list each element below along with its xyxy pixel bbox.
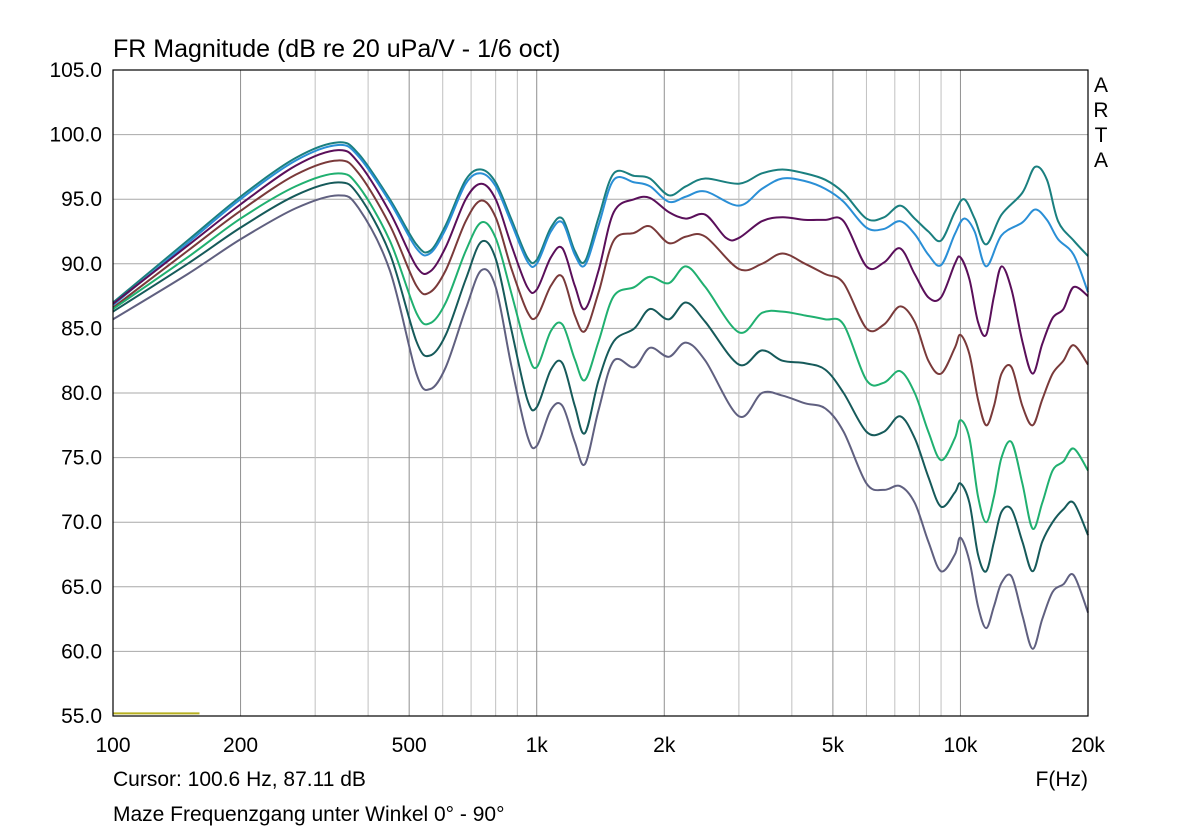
- x-tick-labels: 100 200 500 1k 2k 5k 10k 20k: [95, 734, 1105, 757]
- y-tick-label: 105.0: [49, 59, 102, 82]
- x-tick-label: 500: [392, 734, 427, 757]
- y-tick-label: 100.0: [49, 124, 102, 147]
- series-line-6: [112, 181, 1089, 573]
- plot-frame: [112, 69, 1089, 717]
- y-tick-label: 75.0: [61, 447, 102, 470]
- y-tick-label: 55.0: [61, 705, 102, 728]
- y-tick-label: 95.0: [61, 188, 102, 211]
- caption: Maze Frequenzgang unter Winkel 0° - 90°: [113, 803, 505, 826]
- cursor-readout: Cursor: 100.6 Hz, 87.11 dB: [113, 768, 366, 791]
- y-tick-labels: 55.0 60.0 65.0 70.0 75.0 80.0 85.0 90.0 95.0 100.…: [49, 59, 102, 728]
- series-line-2: [112, 143, 1089, 306]
- series-line-1: [112, 141, 1089, 304]
- x-tick-label: 100: [95, 734, 130, 757]
- x-tick-label: 200: [223, 734, 258, 757]
- series-line-4: [112, 159, 1089, 427]
- x-tick-label: 1k: [526, 734, 549, 757]
- series-line-7: [112, 194, 1089, 650]
- chart-title: FR Magnitude (dB re 20 uPa/V - 1/6 oct): [113, 35, 560, 63]
- y-tick-label: 85.0: [61, 317, 102, 340]
- y-tick-label: 60.0: [61, 640, 102, 663]
- series-layer: [112, 141, 1089, 715]
- x-tick-label: 20k: [1071, 734, 1105, 757]
- x-tick-label: 10k: [944, 734, 978, 757]
- y-tick-label: 65.0: [61, 576, 102, 599]
- y-tick-label: 70.0: [61, 511, 102, 534]
- x-tick-label: 2k: [653, 734, 676, 757]
- series-line-3: [112, 149, 1089, 375]
- x-tick-label: 5k: [822, 734, 845, 757]
- series-line-5: [112, 172, 1089, 530]
- grid: [112, 69, 1089, 717]
- y-tick-label: 90.0: [61, 253, 102, 276]
- y-tick-label: 80.0: [61, 382, 102, 405]
- x-axis-label: F(Hz): [1036, 768, 1088, 791]
